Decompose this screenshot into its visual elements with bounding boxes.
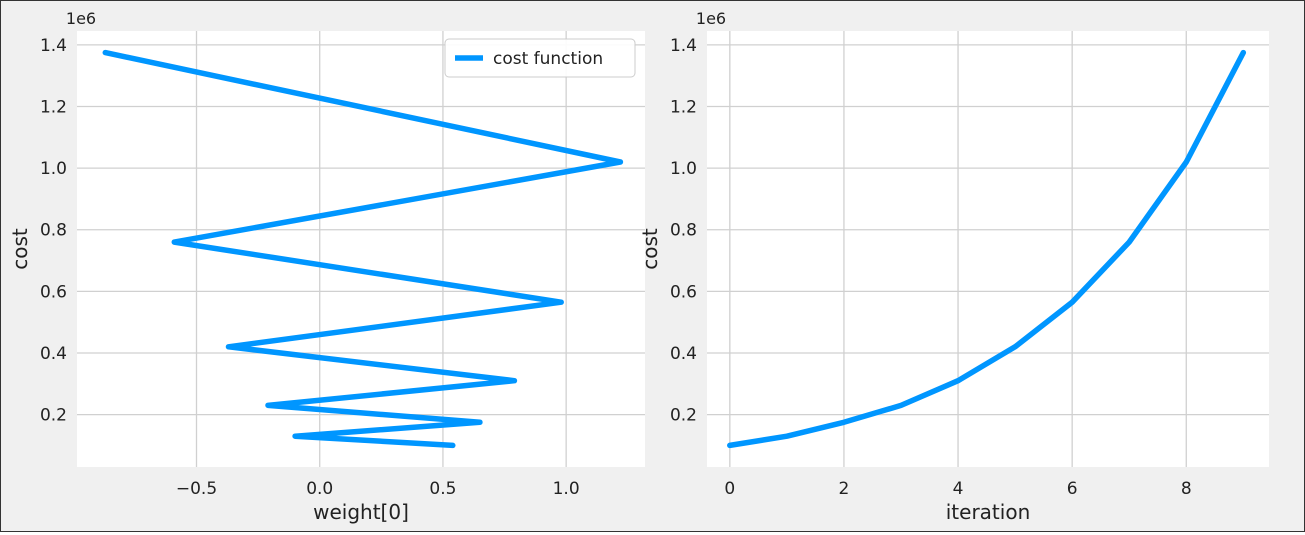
y-offset-label: 1e6 xyxy=(696,9,726,28)
y-tick-label: 0.4 xyxy=(670,344,697,364)
x-tick-label: 0 xyxy=(724,479,735,499)
x-tick-label: 6 xyxy=(1067,479,1078,499)
y-tick-label: 0.6 xyxy=(40,282,67,302)
y-tick-label: 1.4 xyxy=(670,36,697,56)
legend-box xyxy=(444,38,636,78)
y-tick-label: 0.6 xyxy=(670,282,697,302)
y-tick-label: 1.2 xyxy=(670,97,697,117)
x-tick-label: 4 xyxy=(953,479,964,499)
y-tick-label: 1.4 xyxy=(40,36,67,56)
y-tick-label: 1.2 xyxy=(40,97,67,117)
y-tick-label: 0.2 xyxy=(670,406,697,426)
y-tick-label: 1.0 xyxy=(670,159,697,179)
y-tick-label: 1.0 xyxy=(40,159,67,179)
chart-panel-2: 0 2 4 6 8 0.2 0.4 0.6 0.8 1.0 1.2 1.4 1e6 iteration co… xyxy=(638,9,1269,524)
y-axis-label: cost xyxy=(638,228,662,270)
y-tick-label: 0.8 xyxy=(670,221,697,241)
plot-area xyxy=(707,31,1269,467)
y-offset-label: 1e6 xyxy=(66,9,96,28)
series-line-1 xyxy=(102,49,624,449)
y-axis-label: cost xyxy=(8,228,32,270)
plot-area xyxy=(77,31,645,467)
x-tick-label: 2 xyxy=(839,479,850,499)
x-axis-label: iteration xyxy=(946,500,1031,524)
x-tick-label: 8 xyxy=(1181,479,1192,499)
x-tick-label: 0.0 xyxy=(306,479,333,499)
x-tick-label: 0.5 xyxy=(429,479,456,499)
x-tick-label: −0.5 xyxy=(176,479,217,499)
series-line-1 xyxy=(727,49,1247,449)
legend-label: cost function xyxy=(493,49,603,69)
x-axis-label: weight[0] xyxy=(313,500,409,524)
y-tick-label: 0.4 xyxy=(40,344,67,364)
legend: cost function xyxy=(444,38,636,78)
y-tick-label: 0.8 xyxy=(40,221,67,241)
x-tick-label: 1.0 xyxy=(553,479,580,499)
chart-panel-1: −0.5 0.0 0.5 1.0 0.2 0.4 0.6 0.8 1.0 1.2 1.4 1e6 wei… xyxy=(8,9,645,524)
y-tick-label: 0.2 xyxy=(40,406,67,426)
